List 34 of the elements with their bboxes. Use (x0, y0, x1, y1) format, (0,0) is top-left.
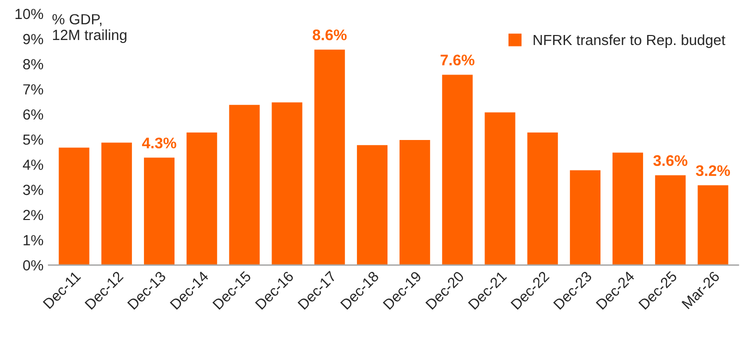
y-tick-label: 8% (23, 59, 44, 70)
bar (568, 168, 602, 266)
bar (526, 131, 560, 266)
data-label: 3.6% (653, 155, 688, 166)
bar (696, 184, 730, 266)
bar (57, 146, 91, 266)
y-tick-label: 2% (23, 210, 44, 220)
y-tick-label: 10% (16, 8, 44, 20)
bar (142, 156, 176, 266)
data-label: 8.6% (312, 29, 347, 40)
y-tick-label: 9% (23, 34, 44, 44)
bar (654, 174, 688, 266)
bar (228, 103, 262, 266)
y-tick-label: 0% (23, 260, 44, 270)
y-tick-label: 5% (23, 134, 44, 145)
y-tick-label: 4% (22, 160, 44, 170)
y-tick-label: 6% (23, 109, 44, 120)
bar (100, 141, 134, 266)
bar (356, 144, 389, 266)
y-tick-label: 7% (23, 84, 44, 94)
bar (270, 100, 304, 266)
data-label: 4.3% (142, 138, 176, 148)
bar (185, 131, 219, 266)
bar (398, 138, 432, 266)
data-label: 3.2% (696, 165, 730, 176)
y-tick-label: 1% (24, 235, 44, 246)
legend-label: NFRK transfer to Rep. budget (534, 34, 726, 48)
bar (483, 111, 517, 266)
data-label: 7.6% (440, 54, 474, 66)
bar (312, 48, 346, 266)
y-axis-title: % GDP, 12M trailing (52, 14, 126, 43)
bar (611, 151, 644, 266)
bar (440, 73, 474, 266)
y-tick-label: 3% (23, 184, 44, 196)
